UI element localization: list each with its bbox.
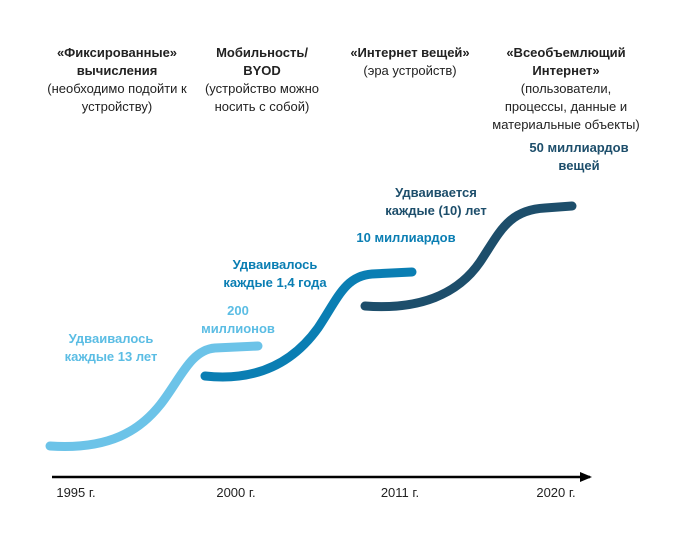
era-title: «Интернет вещей» — [350, 45, 470, 60]
era-subtitle: (устройство можно носить с собой) — [204, 81, 320, 114]
year-2020: 2020 г. — [536, 485, 576, 500]
milestone-10-billion: 10 миллиардов — [356, 230, 456, 245]
era-title: Мобильность/ BYOD — [216, 45, 308, 78]
era-iot: «Интернет вещей» (эра устройств) — [335, 44, 485, 80]
era-ioe: «Всеобъемлющий Интернет» (пользователи, … — [480, 44, 652, 134]
growth-label-mobility: Удваивалось каждые 1,4 года — [223, 257, 327, 290]
year-1995: 1995 г. — [56, 485, 96, 500]
era-subtitle: (эра устройств) — [363, 63, 457, 78]
growth-curve-iot — [360, 201, 577, 312]
growth-label-fixed: Удваивалось каждые 13 лет — [64, 331, 158, 364]
growth-label-iot: Удваивается каждые (10) лет — [385, 185, 487, 218]
growth-curve-fixed — [45, 341, 263, 452]
growth-curve-mobility — [200, 267, 417, 382]
year-2000: 2000 г. — [216, 485, 256, 500]
era-subtitle: (пользователи, процессы, данные и матери… — [492, 81, 640, 132]
year-2011: 2011 г. — [380, 485, 420, 500]
era-title: «Всеобъемлющий Интернет» — [506, 45, 626, 78]
era-mobility: Мобильность/ BYOD (устройство можно носи… — [196, 44, 328, 116]
era-subtitle: (необходимо подойти к устройству) — [47, 81, 187, 114]
era-fixed-computing: «Фиксированные» вычисления (необходимо п… — [40, 44, 194, 116]
milestone-200-million: 200 миллионов — [201, 303, 275, 336]
era-title: «Фиксированные» вычисления — [56, 45, 178, 78]
milestone-50-billion: 50 миллиардов вещей — [529, 140, 629, 173]
